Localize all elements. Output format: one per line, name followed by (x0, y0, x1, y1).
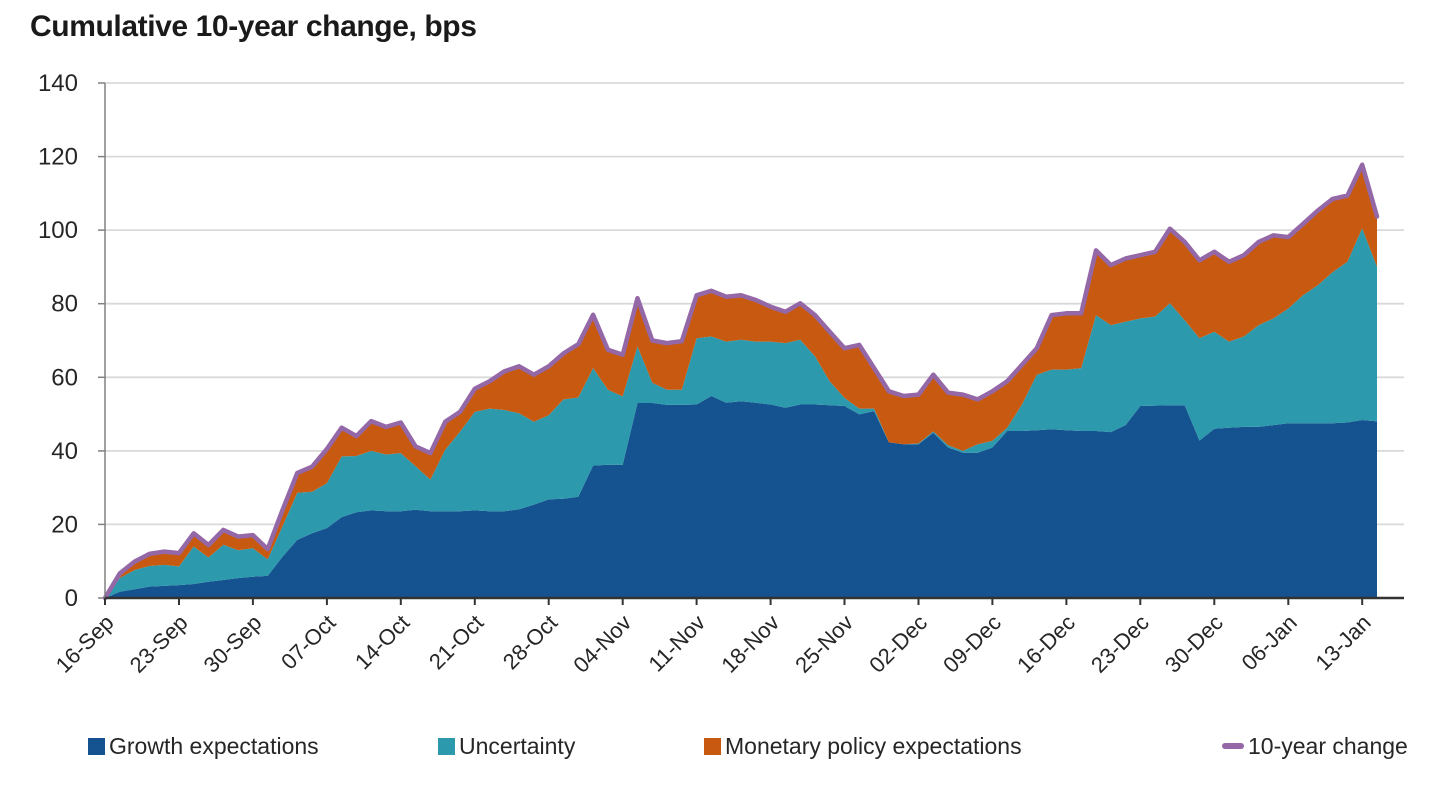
x-tick-label: 21-Oct (424, 610, 488, 674)
legend-item-10-year-change: 10-year change (1222, 730, 1408, 762)
stacked-areas (105, 164, 1377, 599)
x-tick-label: 16-Sep (51, 610, 119, 678)
x-tick-label: 25-Nov (790, 610, 858, 678)
chart-title: Cumulative 10-year change, bps (30, 10, 477, 43)
x-tick-label: 11-Nov (643, 610, 710, 677)
y-tick-label: 40 (51, 438, 78, 465)
x-tick-label: 30-Dec (1160, 610, 1228, 678)
legend-label: Growth expectations (109, 732, 319, 759)
x-tick-label: 07-Oct (276, 610, 340, 674)
x-tick-label: 23-Dec (1086, 610, 1154, 678)
x-tick-label: 18-Nov (716, 610, 784, 678)
x-tick-label: 28-Oct (498, 610, 562, 674)
x-tick-label: 14-Oct (350, 610, 414, 674)
legend-item-uncertainty: Uncertainty (438, 730, 575, 762)
legend: Growth expectations Uncertainty Monetary… (0, 730, 1440, 764)
line-10-year-change (102, 162, 1380, 601)
y-axis-labels: 0 20 40 60 80 100 120 140 (38, 70, 78, 612)
y-tick-label: 100 (38, 217, 78, 244)
x-tick-label: 02-Dec (864, 610, 932, 678)
ten-year-change-line-swatch-icon (1222, 743, 1244, 749)
x-tick-label: 23-Sep (125, 610, 193, 678)
y-tick-label: 80 (51, 291, 78, 318)
legend-item-monetary-policy-expectations: Monetary policy expectations (704, 730, 1022, 762)
y-tick-label: 140 (38, 70, 78, 97)
y-tick-label: 20 (51, 511, 78, 538)
area-uncertainty (105, 228, 1377, 599)
y-axis-ticks (98, 82, 105, 599)
legend-label: Uncertainty (459, 732, 576, 759)
x-tick-label: 09-Dec (938, 610, 1006, 678)
x-tick-label: 06-Jan (1237, 610, 1302, 675)
legend-label: 10-year change (1248, 732, 1408, 759)
x-tick-label: 04-Nov (568, 610, 636, 678)
x-tick-label: 30-Sep (199, 610, 267, 678)
area-growth-expectations (105, 396, 1377, 598)
x-tick-label: 16-Dec (1012, 610, 1080, 678)
uncertainty-swatch-icon (438, 737, 455, 755)
y-tick-label: 120 (38, 144, 78, 171)
legend-item-growth-expectations: Growth expectations (88, 730, 319, 762)
monetary-policy-swatch-icon (704, 737, 721, 755)
legend-label: Monetary policy expectations (725, 732, 1022, 759)
x-tick-label: 13-Jan (1310, 610, 1375, 675)
x-axis-labels: 16-Sep 23-Sep 30-Sep 07-Oct 14-Oct 21-Oct 28-O… (51, 610, 1376, 678)
x-axis-ticks (104, 598, 1364, 605)
y-tick-label: 60 (51, 364, 78, 391)
growth-expectations-swatch-icon (88, 737, 105, 755)
y-tick-label: 0 (65, 585, 78, 612)
